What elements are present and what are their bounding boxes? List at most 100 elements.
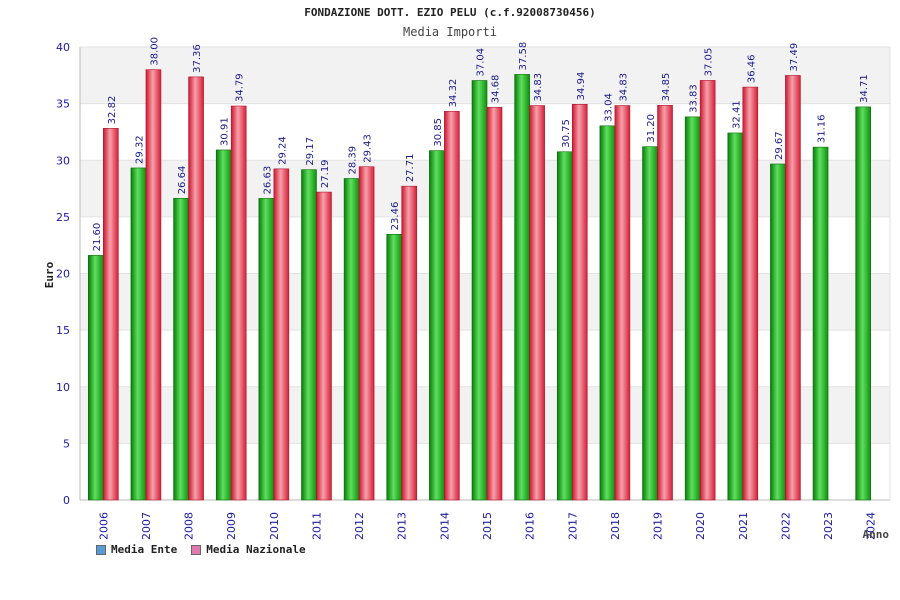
data-label: 29.17 <box>305 137 316 166</box>
data-label: 28.39 <box>348 146 359 175</box>
bar-media-nazionale <box>529 105 545 501</box>
bar-media-nazionale <box>358 166 375 501</box>
y-tick-label: 20 <box>56 268 70 281</box>
bar-media-nazionale <box>657 105 673 501</box>
x-tick-label: 2011 <box>310 512 323 540</box>
data-label: 36.46 <box>746 54 757 83</box>
bar-media-ente <box>173 198 189 501</box>
bar-media-ente <box>88 255 104 501</box>
x-tick-label: 2016 <box>524 512 537 540</box>
bar-media-ente <box>471 80 488 501</box>
data-label: 30.91 <box>220 117 231 146</box>
data-label: 32.41 <box>731 100 742 129</box>
data-label: 34.68 <box>491 75 502 104</box>
data-label: 26.64 <box>177 166 188 195</box>
data-label: 37.05 <box>704 48 715 77</box>
y-tick-label: 15 <box>56 324 70 337</box>
y-tick-label: 30 <box>56 154 70 167</box>
data-label: 37.04 <box>476 48 487 77</box>
data-label: 30.75 <box>561 119 572 148</box>
data-label: 27.71 <box>405 154 416 183</box>
data-label: 33.04 <box>603 93 614 122</box>
bar-media-ente <box>301 169 317 501</box>
legend-item-ente: Media Ente <box>96 543 177 556</box>
data-label: 34.83 <box>533 73 544 102</box>
data-label: 21.60 <box>92 223 103 252</box>
data-label: 33.83 <box>689 84 700 113</box>
data-label: 38.00 <box>149 37 160 66</box>
data-label: 31.20 <box>646 114 657 143</box>
bar-media-ente <box>514 74 530 501</box>
bar-media-nazionale <box>444 111 460 501</box>
data-label: 34.85 <box>661 73 672 102</box>
bar-media-ente <box>130 167 147 501</box>
x-tick-label: 2006 <box>97 512 110 540</box>
x-tick-label: 2019 <box>652 512 665 540</box>
data-label: 34.79 <box>235 73 246 102</box>
bar-media-ente <box>556 151 573 501</box>
x-tick-label: 2017 <box>566 512 579 540</box>
x-tick-label: 2018 <box>609 512 622 540</box>
bar-media-nazionale <box>699 80 716 501</box>
x-tick-label: 2024 <box>865 512 878 540</box>
y-tick-label: 25 <box>56 211 70 224</box>
bar-media-nazionale <box>785 75 801 501</box>
chart-title: FONDAZIONE DOTT. EZIO PELU (c.f.92008730… <box>304 6 596 19</box>
data-label: 29.67 <box>774 131 785 160</box>
x-tick-label: 2021 <box>737 512 750 540</box>
legend-label-ente: Media Ente <box>111 543 178 556</box>
data-label: 29.43 <box>363 134 374 163</box>
x-tick-label: 2009 <box>225 512 238 540</box>
x-tick-label: 2012 <box>353 512 366 540</box>
bar-media-nazionale <box>103 128 119 501</box>
legend-swatch-nazionale <box>191 544 202 555</box>
bar-media-ente <box>386 234 403 501</box>
bar-media-ente <box>343 178 360 501</box>
data-label: 30.85 <box>433 118 444 147</box>
bar-media-nazionale <box>742 86 759 501</box>
bar-media-nazionale <box>145 69 162 501</box>
data-label: 34.83 <box>618 73 629 102</box>
bar-media-ente <box>855 106 871 501</box>
x-axis-label: Anno <box>863 528 890 541</box>
y-tick-label: 0 <box>63 494 70 507</box>
legend-swatch-ente <box>96 544 106 555</box>
data-label: 26.63 <box>262 166 273 195</box>
bar-media-nazionale <box>486 106 503 501</box>
data-label: 37.58 <box>518 42 529 71</box>
data-label: 37.49 <box>789 43 800 72</box>
data-label: 32.82 <box>107 96 118 125</box>
y-tick-label: 35 <box>56 98 70 111</box>
bar-media-ente <box>429 150 445 501</box>
bar-media-nazionale <box>614 105 631 501</box>
chart-subtitle: Media Importi <box>403 25 497 39</box>
bar-media-nazionale <box>273 168 290 501</box>
x-tick-label: 2015 <box>481 512 494 540</box>
bar-media-nazionale <box>188 76 204 501</box>
bar-media-nazionale <box>316 191 332 501</box>
y-axis-label: Euro <box>43 261 56 288</box>
data-label: 34.71 <box>859 74 870 103</box>
data-label: 29.32 <box>134 135 145 164</box>
x-tick-label: 2007 <box>140 512 153 540</box>
bar-media-nazionale <box>401 185 418 501</box>
bar-media-nazionale <box>571 104 588 501</box>
x-tick-label: 2022 <box>779 512 792 540</box>
bar-media-nazionale <box>230 105 247 501</box>
data-label: 37.36 <box>192 44 203 73</box>
bar-media-ente <box>684 116 701 501</box>
data-label: 34.94 <box>576 72 587 101</box>
value-labels: 21.60 32.82 29.32 38.00 26.64 37.36 30.91 34.79… <box>92 37 870 251</box>
y-tick-label: 10 <box>56 381 70 394</box>
bar-media-ente <box>642 146 658 501</box>
data-label: 23.46 <box>390 202 401 231</box>
tick-labels: 0 5 10 15 20 25 30 35 40 2006 2007 2008 2009 2010 2011… <box>56 41 878 540</box>
x-tick-label: 2014 <box>438 512 451 540</box>
y-tick-label: 40 <box>56 41 70 54</box>
x-tick-label: 2013 <box>396 512 409 540</box>
legend: Media Ente Media Nazionale <box>96 543 306 556</box>
x-tick-label: 2020 <box>694 512 707 540</box>
bar-media-ente <box>812 146 829 501</box>
data-label: 34.32 <box>448 79 459 108</box>
